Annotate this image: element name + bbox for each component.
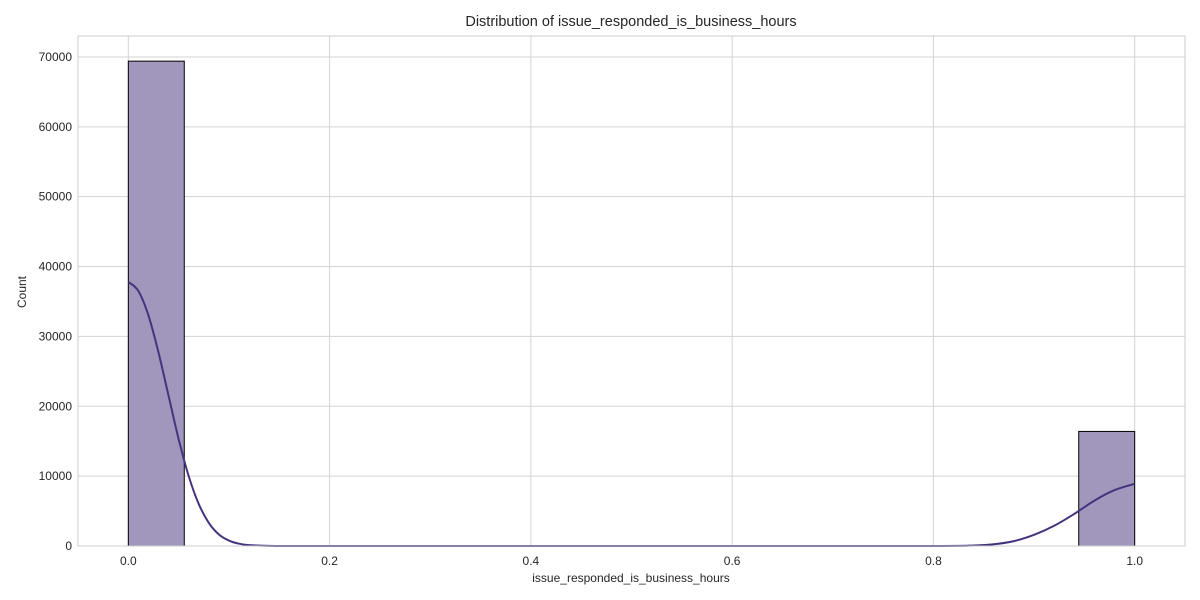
x-tick-label: 0.0: [120, 554, 137, 568]
y-tick-label: 20000: [39, 399, 73, 413]
histogram-bars: [127, 60, 1136, 547]
x-tick-label: 0.8: [925, 554, 942, 568]
x-tick-label: 1.0: [1126, 554, 1143, 568]
x-tick-label: 0.6: [724, 554, 741, 568]
y-axis-label: Count: [15, 275, 29, 308]
y-tick-label: 0: [65, 539, 72, 553]
y-tick-label: 60000: [39, 120, 73, 134]
y-tick-label: 10000: [39, 469, 73, 483]
y-tick-label: 50000: [39, 190, 73, 204]
y-tick-label: 70000: [39, 50, 73, 64]
kde-line: [127, 281, 1135, 548]
kde-curve-layer: [127, 281, 1135, 548]
grid: [78, 36, 1185, 547]
x-axis-label: issue_responded_is_business_hours: [532, 571, 729, 585]
x-tick-label: 0.4: [523, 554, 540, 568]
chart-title: Distribution of issue_responded_is_busin…: [465, 14, 796, 30]
x-tick-label: 0.2: [321, 554, 338, 568]
y-tick-label: 30000: [39, 329, 73, 343]
tick-labels: 0.0 0.2 0.4 0.6 0.8 1.0 0 10000 20000 30000 40000 5…: [39, 50, 1144, 568]
histogram-bar: [127, 60, 185, 547]
y-tick-label: 40000: [39, 260, 73, 274]
histogram-bar: [1078, 430, 1136, 547]
plot-frame: [77, 35, 1186, 547]
